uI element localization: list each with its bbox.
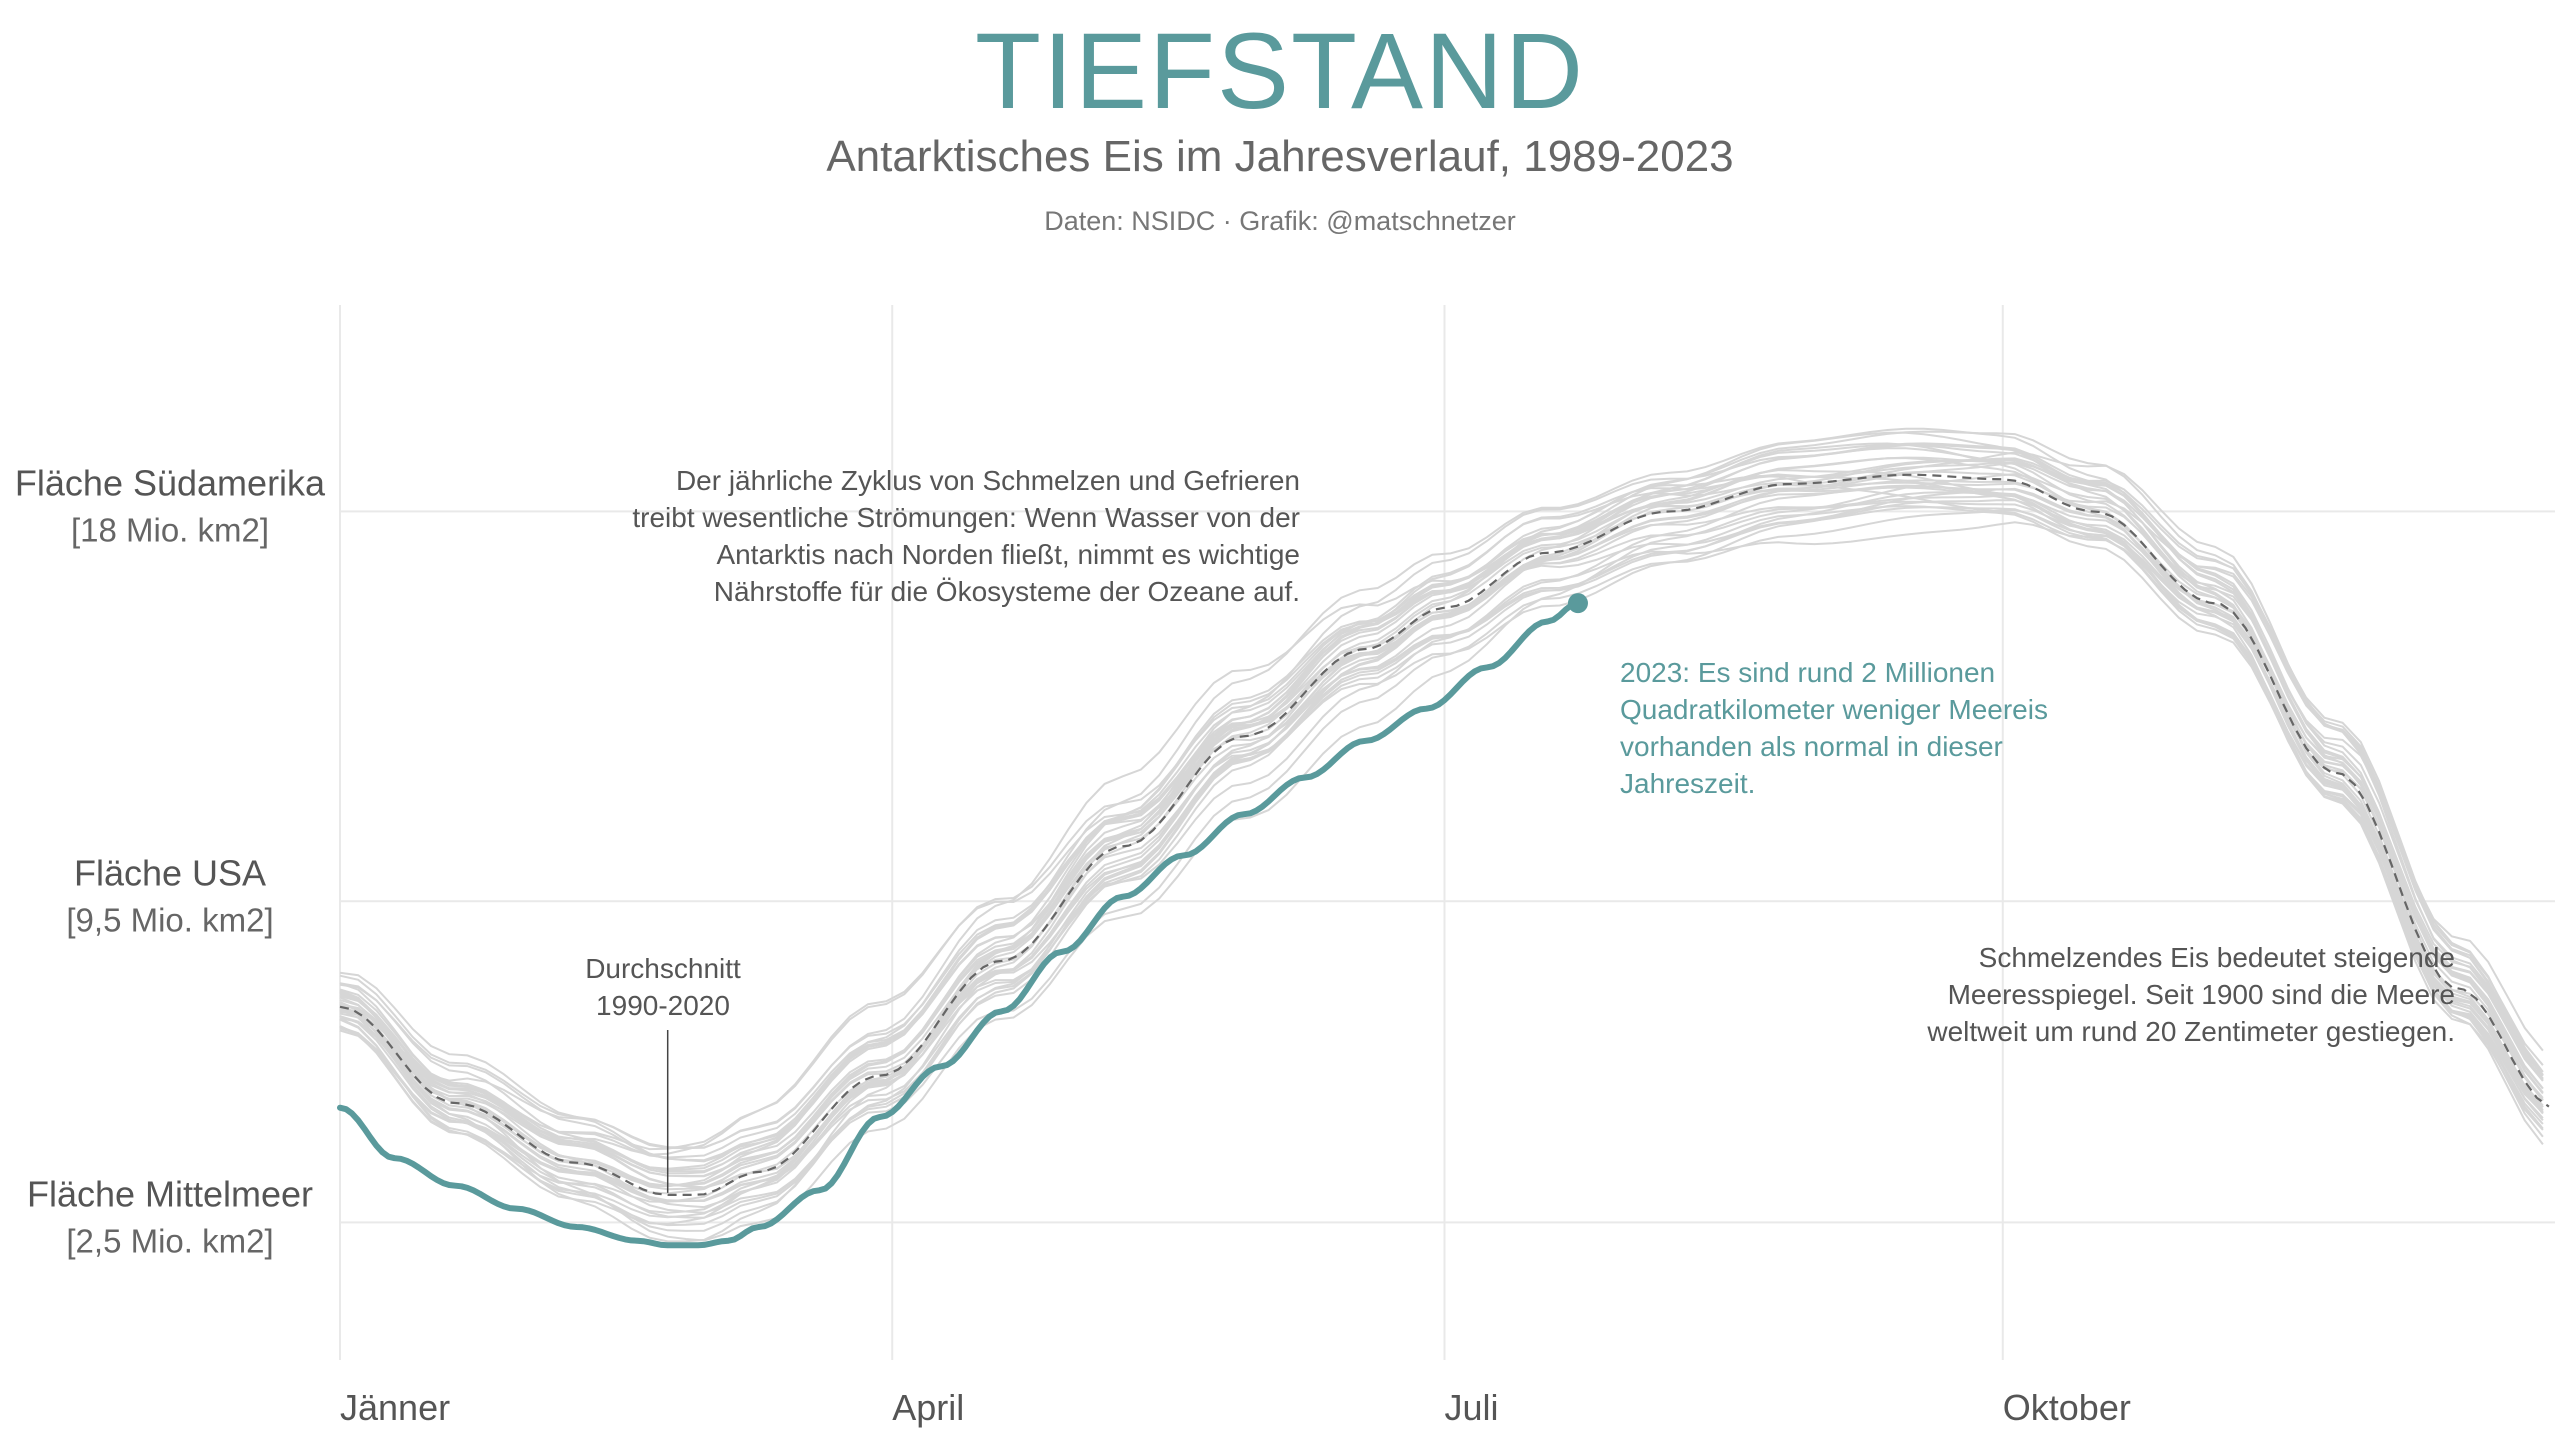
history-lines	[339, 427, 2544, 1243]
history-year-line	[339, 443, 2544, 1188]
history-year-line	[339, 479, 2544, 1172]
history-year-line	[339, 456, 2544, 1162]
average-layer	[339, 473, 2550, 1196]
series-2023-line	[337, 600, 1581, 1249]
history-year-line	[339, 461, 2544, 1151]
annotation-sea-level-line: Meeresspiegel. Seit 1900 sind die Meere	[1948, 979, 2455, 1010]
series-2023-endpoint	[1567, 593, 1588, 614]
label-layer: Jänner April Juli Oktober Fläche Südamerika […	[15, 462, 2455, 1428]
y-ref-label: Fläche Südamerika	[15, 462, 326, 503]
x-tick-label: Oktober	[2003, 1387, 2131, 1428]
annotation-cycle-line: Nährstoffe für die Ökosysteme der Ozeane…	[714, 576, 1300, 607]
chart-subtitle: Antarktisches Eis im Jahresverlauf, 1989…	[826, 132, 1734, 181]
annotation-cycle-line: Antarktis nach Norden fließt, nimmt es w…	[716, 539, 1300, 570]
annotation-2023-line: Jahreszeit.	[1620, 768, 1755, 799]
history-year-line	[339, 443, 2544, 1163]
annotation-cycle-line: Der jährliche Zyklus von Schmelzen und G…	[676, 465, 1300, 496]
annotation-cycle-line: treibt wesentliche Strömungen: Wenn Wass…	[632, 502, 1300, 533]
history-year-line	[339, 473, 2544, 1195]
history-year-line	[339, 427, 2544, 1159]
history-year-line	[339, 521, 2544, 1225]
annotation-average-line: 1990-2020	[596, 990, 730, 1021]
annotation-2023-line: 2023: Es sind rund 2 Millionen	[1620, 657, 1995, 688]
series-2023-layer	[337, 593, 1588, 1249]
chart-source: Daten: NSIDC · Grafik: @matschnetzer	[1044, 206, 1516, 236]
y-ref-sublabel: [9,5 Mio. km2]	[66, 901, 273, 938]
history-year-line	[339, 473, 2544, 1232]
annotation-2023-line: vorhanden als normal in dieser	[1620, 731, 2003, 762]
x-tick-label: Jänner	[340, 1387, 450, 1428]
y-ref-sublabel: [2,5 Mio. km2]	[66, 1222, 273, 1259]
history-year-line	[339, 457, 2544, 1178]
history-year-line	[339, 457, 2544, 1170]
annotation-2023-line: Quadratkilometer weniger Meereis	[1620, 694, 2048, 725]
average-line	[339, 473, 2550, 1196]
y-ref-sublabel: [18 Mio. km2]	[71, 511, 269, 548]
history-year-line	[339, 506, 2544, 1203]
y-ref-label: Fläche USA	[74, 852, 266, 893]
y-ref-label: Fläche Mittelmeer	[27, 1173, 313, 1214]
annotation-sea-level-line: weltweit um rund 20 Zentimeter gestiegen…	[1926, 1016, 2455, 1047]
grid-layer	[339, 305, 2555, 1360]
history-year-line	[339, 474, 2544, 1243]
history-year-line	[339, 499, 2544, 1177]
annotation-sea-level-line: Schmelzendes Eis bedeutet steigende	[1979, 942, 2455, 973]
x-tick-label: Juli	[1444, 1387, 1498, 1428]
annotation-average-line: Durchschnitt	[585, 953, 741, 984]
history-year-line	[339, 451, 2544, 1156]
history-year-line	[339, 447, 2544, 1149]
history-year-line	[339, 460, 2544, 1188]
history-year-line	[339, 442, 2544, 1173]
chart-title: TIEFSTAND	[975, 10, 1585, 131]
x-tick-label: April	[892, 1387, 964, 1428]
